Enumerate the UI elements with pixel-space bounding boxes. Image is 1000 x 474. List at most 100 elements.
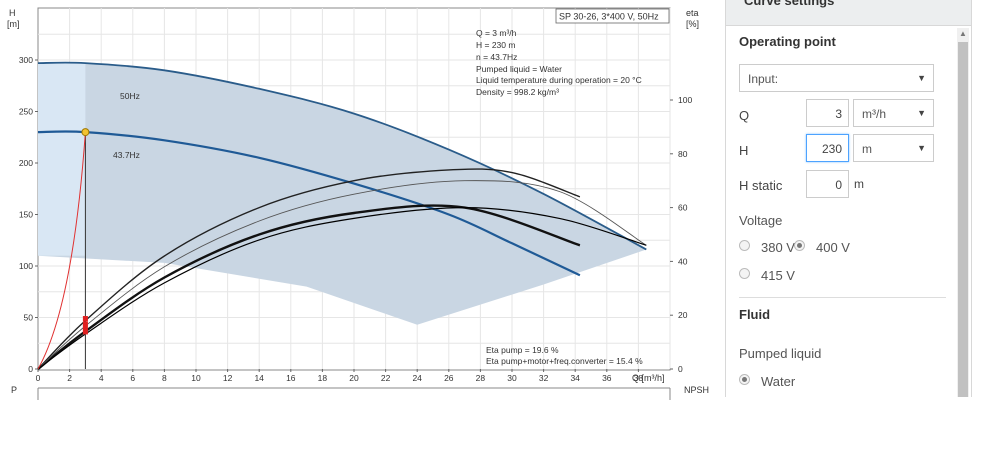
q-unit-label: m³/h — [862, 107, 886, 121]
info-line: H = 230 m — [476, 40, 515, 50]
x-tick-label: 24 — [412, 373, 422, 383]
q-input[interactable]: 3 — [806, 99, 849, 127]
voltage-400-radio[interactable] — [794, 240, 805, 251]
x-tick-label: 0 — [36, 373, 41, 383]
y-tick-label: 200 — [19, 158, 33, 168]
scroll-up-icon[interactable]: ▲ — [959, 29, 967, 38]
eta-axis-unit: [%] — [686, 19, 699, 29]
x-tick-label: 26 — [444, 373, 454, 383]
x-tick-label: 18 — [318, 373, 328, 383]
eta-block: Eta pump = 19.6 % Eta pump+motor+freq.co… — [486, 345, 643, 366]
series-line-50hz — [37, 61, 647, 251]
system-curve — [37, 132, 86, 370]
y-tick-label: 300 — [19, 55, 33, 65]
operating-point-marker — [81, 128, 90, 137]
divider — [739, 297, 946, 298]
h-axis-unit: [m] — [7, 19, 20, 29]
input-select-label: Input: — [748, 72, 779, 86]
water-label: Water — [761, 374, 796, 389]
fluid-title: Fluid — [739, 307, 771, 322]
info-line: Liquid temperature during operation = 20… — [476, 75, 642, 85]
efficiency-marker — [82, 325, 88, 331]
eta-tick-label: 0 — [678, 364, 683, 374]
h-unit-label: m — [862, 142, 872, 156]
x-tick-label: 10 — [191, 373, 201, 383]
operating-point-markers — [82, 316, 88, 335]
h-label: H — [739, 143, 749, 158]
curve-settings-panel: Curve settings Operating point Input: ▼ … — [725, 0, 972, 397]
x-tick-label: 30 — [507, 373, 517, 383]
operating-point-title: Operating point — [739, 34, 836, 49]
y-tick-label: 0 — [28, 364, 33, 374]
info-line: Pumped liquid = Water — [476, 64, 562, 74]
efficiency-marker — [82, 329, 88, 335]
series-line — [37, 204, 581, 370]
series-line — [37, 168, 581, 370]
efficiency-marker — [82, 316, 88, 322]
info-line: Density = 998.2 kg/m³ — [476, 87, 559, 97]
chevron-down-icon: ▼ — [917, 143, 926, 153]
x-tick-label: 22 — [381, 373, 391, 383]
p-axis-label: P — [11, 385, 17, 395]
eta-axis-symbol: eta — [686, 8, 699, 18]
h-static-input[interactable]: 0 — [806, 170, 849, 198]
min-flow-area — [38, 63, 86, 256]
voltage-415-radio[interactable] — [739, 268, 750, 279]
y-tick-label: 100 — [19, 261, 33, 271]
eta-line: Eta pump = 19.6 % — [486, 345, 559, 355]
eta-line: Eta pump+motor+freq.converter = 15.4 % — [486, 356, 643, 366]
q-axis-label: Q [m³/h] — [632, 373, 665, 383]
h-unit-select[interactable]: m ▼ — [853, 134, 934, 162]
x-tick-label: 6 — [130, 373, 135, 383]
axis-ticks: 0 2 4 6 8 10 12 14 16 18 20 22 24 26 28 30 32 34 36 3805010… — [19, 55, 693, 383]
curve-label-43hz: 43.7Hz — [113, 150, 140, 160]
voltage-380-radio[interactable] — [739, 240, 750, 251]
x-tick-label: 2 — [67, 373, 72, 383]
chevron-down-icon: ▼ — [917, 108, 926, 118]
q-unit-select[interactable]: m³/h ▼ — [853, 99, 934, 127]
info-block: Q = 3 m³/h H = 230 m n = 43.7Hz Pumped l… — [476, 28, 642, 97]
x-tick-label: 20 — [349, 373, 359, 383]
series-line — [37, 206, 647, 370]
h-static-label: H static — [739, 178, 783, 193]
title-box — [555, 8, 670, 24]
x-tick-label: 34 — [570, 373, 580, 383]
water-radio[interactable] — [739, 374, 750, 385]
curve-label-50hz: 50Hz — [120, 91, 140, 101]
eta-tick-label: 100 — [678, 95, 692, 105]
title-box-text: SP 30-26, 3*400 V, 50Hz — [559, 12, 659, 22]
h-static-unit: m — [854, 177, 864, 191]
h-input[interactable]: 230 — [806, 134, 849, 162]
curves — [37, 61, 647, 370]
panel-scrollbar-thumb[interactable] — [958, 42, 968, 397]
eta-tick-label: 40 — [678, 256, 688, 266]
x-tick-label: 32 — [539, 373, 549, 383]
panel-title: Curve settings — [744, 0, 835, 8]
info-line: Q = 3 m³/h — [476, 28, 517, 38]
x-tick-label: 16 — [286, 373, 296, 383]
y-tick-label: 50 — [24, 313, 34, 323]
h-axis-symbol: H — [9, 8, 16, 18]
pumped-liquid-label: Pumped liquid — [739, 346, 822, 361]
voltage-380-label: 380 V — [761, 240, 795, 255]
voltage-400-label: 400 V — [816, 240, 850, 255]
eta-tick-label: 60 — [678, 203, 688, 213]
panel-header — [726, 0, 971, 26]
x-tick-label: 14 — [254, 373, 264, 383]
eta-tick-label: 20 — [678, 310, 688, 320]
eta-tick-label: 80 — [678, 149, 688, 159]
npsh-axis-label: NPSH — [684, 385, 709, 395]
y-tick-label: 250 — [19, 107, 33, 117]
voltage-415-label: 415 V — [761, 268, 795, 283]
input-select[interactable]: Input: ▼ — [739, 64, 934, 92]
x-tick-label: 12 — [223, 373, 233, 383]
x-tick-label: 4 — [99, 373, 104, 383]
x-tick-label: 38 — [634, 373, 644, 383]
x-tick-label: 8 — [162, 373, 167, 383]
efficiency-marker — [82, 321, 88, 327]
chevron-down-icon: ▼ — [917, 73, 926, 83]
voltage-label: Voltage — [739, 213, 783, 228]
series-line-43hz — [37, 130, 581, 277]
q-label: Q — [739, 108, 750, 123]
x-tick-label: 28 — [476, 373, 486, 383]
